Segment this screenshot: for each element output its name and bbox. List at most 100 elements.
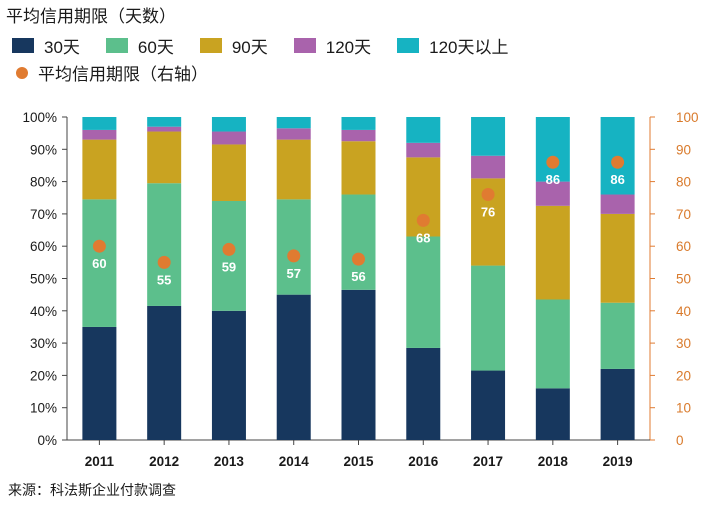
bar-segment-5 <box>406 117 441 143</box>
legend-item-60: 60天 <box>105 33 174 58</box>
bar-segment-4 <box>82 129 117 140</box>
source-note: 来源：科法斯企业付款调查 <box>8 482 176 498</box>
legend-label-120: 120天 <box>325 38 372 57</box>
legend-label-60: 60天 <box>137 38 174 57</box>
legend-label-30: 30天 <box>44 38 80 57</box>
bar-segment-2 <box>535 299 570 389</box>
bar-segment-4 <box>147 126 182 132</box>
y-right-tick-label: 40 <box>676 304 691 319</box>
legend-item-120: 120天 <box>293 33 372 58</box>
bar-segment-4 <box>471 155 506 179</box>
bar-segment-4 <box>600 194 635 214</box>
chart-legend: 30天 60天 90天 120天 120天以上 平均信用期限（右轴） <box>12 32 672 86</box>
avg-data-label: 55 <box>157 272 171 287</box>
bar-segment-3 <box>147 131 182 184</box>
y-right-tick-label: 50 <box>676 272 691 287</box>
y-right-tick-label: 60 <box>676 239 691 254</box>
bar-segment-4 <box>341 129 376 142</box>
y-right-tick-label: 30 <box>676 336 691 351</box>
y-left-tick-label: 0% <box>37 433 57 448</box>
y-left-tick-label: 100% <box>22 110 57 125</box>
bar-segment-3 <box>211 144 246 201</box>
chart-title: 平均信用期限（天数） <box>6 7 176 26</box>
bar-segment-1 <box>471 370 506 440</box>
y-left-tick-label: 40% <box>30 304 57 319</box>
legend-row-bars: 30天 60天 90天 120天 120天以上 <box>12 32 672 59</box>
legend-swatch-120 <box>293 38 316 53</box>
avg-data-label: 76 <box>481 205 495 220</box>
legend-item-120plus: 120天以上 <box>397 33 509 58</box>
x-tick-label: 2015 <box>343 454 374 469</box>
bar-segment-2 <box>600 302 635 369</box>
x-tick-label: 2011 <box>85 454 115 469</box>
x-tick-label: 2014 <box>279 454 310 469</box>
bar-segment-3 <box>341 141 376 195</box>
y-right-tick-label: 90 <box>676 142 691 157</box>
y-left-tick-label: 80% <box>30 175 57 190</box>
legend-label-avg: 平均信用期限（右轴） <box>38 65 208 84</box>
y-left-tick-label: 90% <box>30 142 57 157</box>
legend-swatch-60 <box>105 38 128 53</box>
y-left-tick-label: 10% <box>30 401 57 416</box>
avg-point <box>416 213 430 227</box>
legend-label-90: 90天 <box>231 38 268 57</box>
bar-segment-1 <box>600 368 635 440</box>
bar-segment-5 <box>211 117 246 132</box>
avg-data-label: 68 <box>416 230 430 245</box>
bar-segment-1 <box>82 326 117 440</box>
legend-swatch-90 <box>199 38 222 53</box>
bar-segment-2 <box>406 236 441 348</box>
y-right-tick-label: 10 <box>676 401 691 416</box>
y-right-tick-label: 80 <box>676 175 691 190</box>
bar-segment-4 <box>406 142 441 158</box>
bar-segment-2 <box>471 265 506 371</box>
x-tick-label: 2017 <box>473 454 503 469</box>
bar-segment-5 <box>535 117 570 182</box>
avg-point <box>611 155 625 169</box>
bar-segment-5 <box>341 117 376 130</box>
avg-data-label: 57 <box>286 266 300 281</box>
legend-swatch-120plus <box>397 38 420 53</box>
bar-segment-2 <box>82 199 117 327</box>
bar-segment-5 <box>471 117 506 156</box>
avg-data-label: 56 <box>351 269 365 284</box>
avg-point <box>92 239 106 253</box>
x-tick-label: 2016 <box>408 454 439 469</box>
avg-data-label: 86 <box>546 172 560 187</box>
bar-segment-5 <box>147 117 182 127</box>
legend-item-30: 30天 <box>12 33 80 58</box>
y-left-tick-label: 70% <box>30 207 57 222</box>
bar-segment-4 <box>535 181 570 206</box>
y-right-tick-label: 100 <box>676 110 699 125</box>
avg-data-label: 86 <box>610 172 624 187</box>
bar-segment-5 <box>82 117 117 130</box>
bar-segment-3 <box>535 205 570 300</box>
bar-segment-2 <box>341 194 376 290</box>
bar-segment-1 <box>211 310 246 440</box>
x-tick-label: 2018 <box>538 454 569 469</box>
legend-item-90: 90天 <box>199 33 268 58</box>
legend-label-120plus: 120天以上 <box>429 38 509 57</box>
legend-row-line: 平均信用期限（右轴） <box>12 59 672 86</box>
x-tick-label: 2013 <box>214 454 245 469</box>
bar-segment-3 <box>82 139 117 200</box>
bar-segment-5 <box>276 117 311 129</box>
y-left-tick-label: 50% <box>30 272 57 287</box>
bar-segment-3 <box>276 139 311 200</box>
bar-segment-1 <box>276 294 311 440</box>
bar-segment-3 <box>600 213 635 303</box>
avg-data-label: 60 <box>92 256 106 271</box>
y-left-tick-label: 20% <box>30 368 57 383</box>
avg-point <box>352 252 365 266</box>
bar-segment-4 <box>211 131 246 145</box>
bar-segment-1 <box>341 289 376 440</box>
bar-segment-1 <box>406 347 441 440</box>
bar-segment-2 <box>276 199 311 295</box>
avg-point <box>287 249 301 263</box>
legend-item-avg: 平均信用期限（右轴） <box>12 60 208 85</box>
avg-point <box>546 155 560 169</box>
avg-point <box>157 255 171 269</box>
x-tick-label: 2019 <box>603 454 633 469</box>
